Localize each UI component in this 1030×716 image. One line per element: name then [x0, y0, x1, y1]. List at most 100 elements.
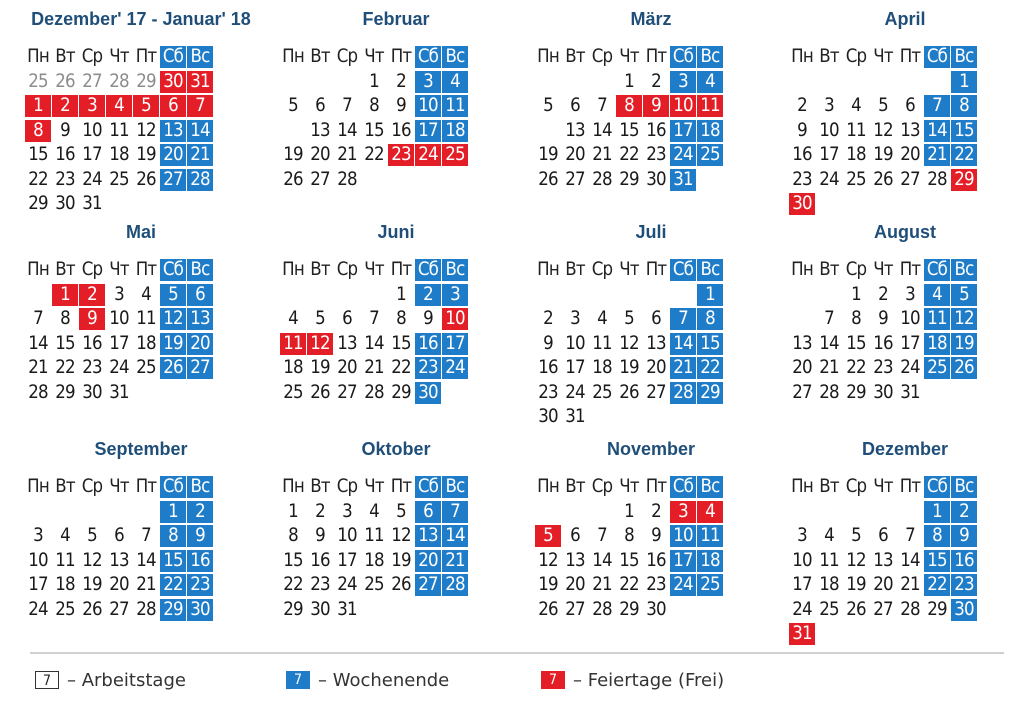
legend-swatch: 7 [35, 671, 59, 689]
day-cell: 13 [873, 549, 893, 571]
week-row: 13 14 15 16 17 18 [535, 119, 767, 145]
weekend-day: 27 [415, 574, 441, 596]
weekend-day: 25 [697, 144, 723, 166]
day-cell: 9 [423, 308, 434, 329]
weekday-header: Сб [924, 476, 950, 498]
day-cell: 28 [819, 381, 839, 403]
month-title: Oktober [361, 439, 431, 459]
day-cell: 27 [337, 381, 357, 403]
day-cell [133, 501, 159, 523]
weekday-header: Вт [55, 46, 75, 67]
holiday-day: 25 [442, 144, 468, 166]
day-cell [816, 501, 842, 523]
weekend-day: 21 [442, 549, 468, 572]
day-cell: 26 [136, 168, 156, 190]
weekday-header: Вс [442, 259, 468, 281]
day-cell: 5 [87, 525, 98, 546]
weekday-header: Чт [619, 46, 639, 67]
day-cell: 6 [651, 308, 662, 329]
day-cell [897, 71, 923, 93]
weekend-day: 9 [951, 525, 977, 547]
day-cell: 8 [369, 95, 380, 116]
day-cell: 31 [337, 598, 357, 620]
weekday-header: Сб [160, 476, 186, 498]
day-cell [307, 284, 333, 306]
day-cell: 4 [851, 95, 862, 116]
day-cell: 13 [792, 332, 812, 354]
weekday-header-row: Пн Вт Ср Чт Пт Сб Вс [280, 46, 512, 71]
day-cell [25, 284, 51, 306]
day-cell [843, 501, 869, 523]
weekend-day: 27 [187, 357, 213, 379]
day-cell: 27 [310, 168, 330, 190]
day-cell [535, 501, 561, 523]
month-grid: Пн Вт Ср Чт Пт Сб Вс 1 2 3 4 5 6 7 8 9 10 11 13 14 15 16 17 18 1… [280, 46, 512, 193]
week-row: 7 8 9 10 11 12 [789, 308, 1021, 333]
weekday-header: Вс [951, 259, 977, 281]
weekday-header: Вт [55, 259, 75, 280]
week-row: 23 24 25 26 27 28 29 [535, 381, 767, 407]
day-cell: 2 [651, 70, 662, 92]
week-row: 26 27 28 [280, 169, 512, 194]
day-cell [789, 284, 815, 306]
day-cell: 21 [592, 574, 612, 595]
day-cell: 14 [136, 549, 156, 571]
weekday-header: Пн [537, 476, 560, 497]
day-cell: 12 [873, 119, 893, 141]
day-cell: 22 [619, 144, 639, 165]
day-cell: 13 [337, 332, 357, 354]
day-cell: 16 [538, 357, 558, 378]
week-row: 1 [789, 70, 1021, 96]
week-row: 19 20 21 22 23 24 25 [280, 144, 512, 169]
day-cell [334, 284, 360, 306]
weekday-header: Пт [390, 46, 412, 67]
day-cell: 22 [283, 574, 303, 595]
day-cell: 23 [82, 357, 102, 378]
month-grid: Пн Вт Ср Чт Пт Сб Вс 1 2 3 4 5 6 7 8 9 10 11 12 13 14 15 16 17 1… [789, 476, 1021, 648]
day-cell: 22 [28, 168, 48, 190]
day-cell: 19 [283, 144, 303, 165]
weekday-header: Пт [135, 46, 157, 67]
weekday-header: Вт [310, 476, 330, 497]
weekday-header: Чт [364, 46, 384, 67]
day-cell: 12 [846, 549, 866, 571]
day-cell: 31 [109, 381, 129, 403]
day-cell: 20 [109, 574, 129, 595]
day-cell: 24 [565, 381, 585, 403]
day-cell: 27 [646, 381, 666, 403]
day-cell: 3 [570, 308, 581, 329]
weekday-header: Пн [27, 46, 50, 67]
day-cell: 15 [28, 144, 48, 165]
weekend-day: 10 [670, 525, 696, 547]
day-cell: 19 [538, 144, 558, 165]
day-cell: 2 [315, 500, 326, 522]
weekend-day: 25 [924, 357, 950, 379]
weekend-day: 24 [670, 144, 696, 166]
weekend-day: 22 [951, 144, 977, 166]
weekend-day: 11 [924, 308, 950, 330]
weekend-day: 6 [415, 500, 441, 523]
day-cell: 21 [592, 144, 612, 165]
weekend-day: 17 [670, 119, 696, 142]
week-row: 24 25 26 27 28 29 30 [789, 598, 1021, 624]
day-cell: 28 [592, 598, 612, 620]
month-block: Dezember Пн Вт Ср Чт Пт Сб Вс 1 2 3 4 5 6 7 8 9 10 11 12 13 1… [789, 436, 1021, 648]
holiday-day: 3 [670, 500, 696, 523]
day-cell: 30 [646, 598, 666, 620]
day-cell: 10 [819, 119, 839, 141]
day-cell: 21 [136, 574, 156, 595]
day-cell: 16 [391, 119, 411, 141]
month-title: November [606, 439, 696, 459]
weekend-day: 29 [160, 598, 186, 621]
week-row: 18 19 20 21 22 23 24 [280, 357, 512, 382]
day-cell: 28 [28, 381, 48, 403]
day-cell: 12 [82, 549, 102, 571]
day-cell: 4 [597, 308, 608, 329]
month-grid: Пн Вт Ср Чт Пт Сб Вс 1 2 3 4 5 6 7 8 9 10 11 12 13 14 15 16 17 1… [535, 259, 767, 431]
day-cell [106, 501, 132, 523]
